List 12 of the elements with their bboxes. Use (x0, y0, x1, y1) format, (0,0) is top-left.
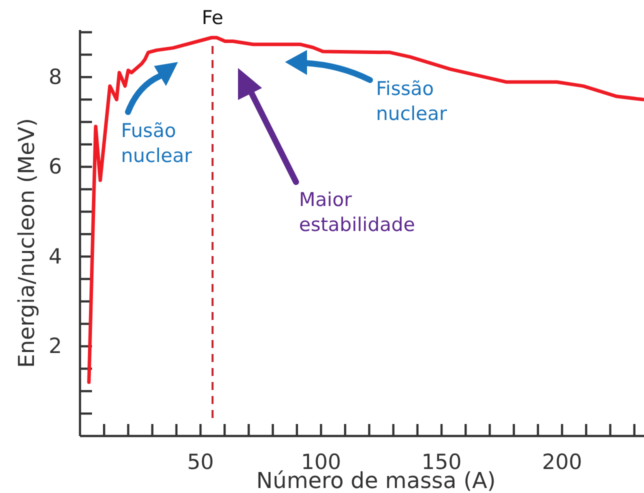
x-tick-label: 50 (187, 450, 214, 474)
y-tick-label: 8 (48, 64, 62, 89)
y-axis-title: Energia/nucleon (MeV) (15, 118, 40, 368)
y-tick-label: 4 (48, 244, 62, 268)
annotation: Fissão nuclear (376, 78, 448, 125)
x-tick-label: 200 (542, 450, 582, 474)
annotation: Maior estabilidade (299, 189, 416, 236)
y-tick-label: 6 (48, 154, 62, 179)
ref-line-label: Fe (202, 7, 224, 29)
y-tick-label: 2 (48, 334, 62, 358)
line-series (87, 36, 644, 384)
annotation: Fusão nuclear (121, 120, 192, 167)
